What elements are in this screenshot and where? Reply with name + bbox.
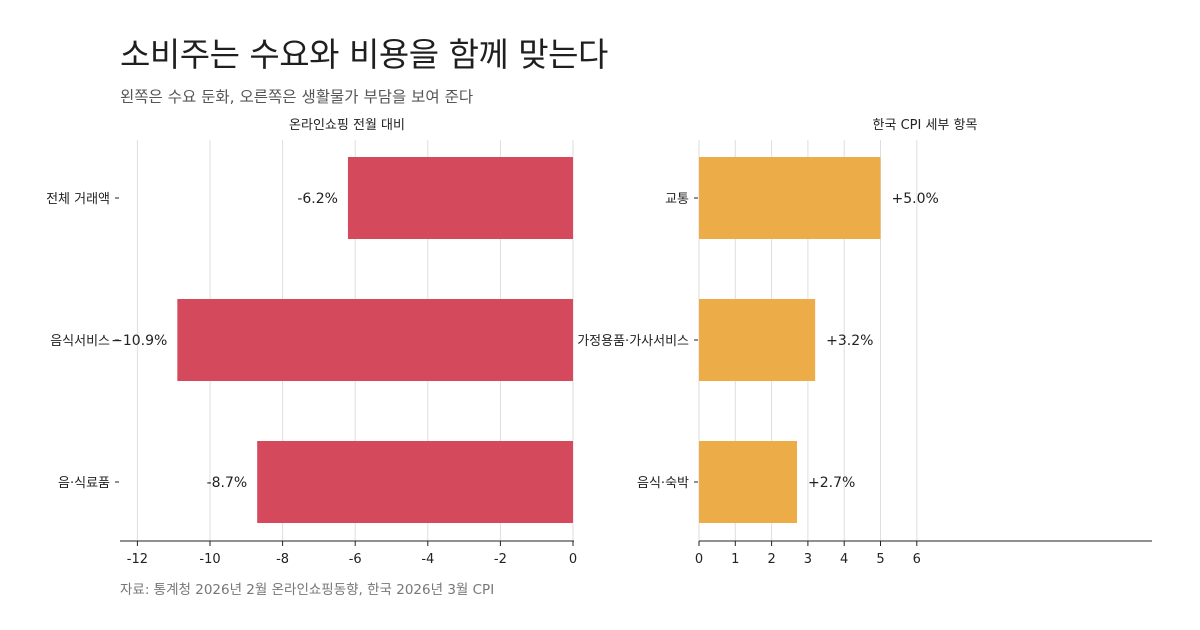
right-panel-data-label: +2.7% <box>808 475 855 491</box>
left-panel-xtick-label: -10 <box>199 552 220 567</box>
left-panel-category-label: 전체 거래액 <box>46 192 110 207</box>
chart-title: 소비주는 수요와 비용을 함께 맞는다 <box>120 35 608 74</box>
left-panel-xtick-label: -8 <box>276 552 289 567</box>
left-panel-data-label: −10.9% <box>111 333 167 349</box>
left-panel-xtick-label: -2 <box>494 552 507 567</box>
right-panel-xtick-label: 6 <box>913 552 921 567</box>
left-panel-category-label: 음·식료품 <box>58 476 110 491</box>
right-panel-data-label: +3.2% <box>826 333 873 349</box>
left-panel-bar <box>257 441 573 523</box>
left-panel-xtick-label: 0 <box>569 552 577 567</box>
source-note: 자료: 통계청 2026년 2월 온라인쇼핑동향, 한국 2026년 3월 CP… <box>120 582 495 598</box>
right-panel-xtick-label: 5 <box>876 552 884 567</box>
chart-subtitle: 왼쪽은 수요 둔화, 오른쪽은 생활물가 부담을 보여 준다 <box>120 88 474 106</box>
left-panel-xtick-label: -4 <box>421 552 434 567</box>
right-panel-bar <box>699 441 798 523</box>
right-panel-xtick-label: 2 <box>767 552 775 567</box>
right-panel-bar <box>699 157 881 239</box>
right-panel-bar <box>699 299 816 381</box>
left-panel-bar <box>177 299 573 381</box>
right-panel-title: 한국 CPI 세부 항목 <box>873 118 978 133</box>
left-panel-category-label: 음식서비스 <box>50 334 110 349</box>
left-panel-data-label: -8.7% <box>207 475 248 491</box>
right-panel-xtick-label: 1 <box>731 552 739 567</box>
right-panel-category-label: 가정용품·가사서비스 <box>577 334 689 349</box>
right-panel-xtick-label: 3 <box>804 552 812 567</box>
left-panel-xtick-label: -6 <box>349 552 362 567</box>
right-panel-xtick-label: 0 <box>695 552 703 567</box>
right-panel-category-label: 음식·숙박 <box>637 476 689 491</box>
left-panel-bar <box>347 157 573 239</box>
left-panel-xtick-label: -12 <box>127 552 148 567</box>
right-panel-xtick-label: 4 <box>840 552 848 567</box>
left-panel-data-label: -6.2% <box>297 191 338 207</box>
right-panel-category-label: 교통 <box>665 192 689 207</box>
left-panel-title: 온라인쇼핑 전월 대비 <box>289 118 405 133</box>
right-panel-data-label: +5.0% <box>892 191 939 207</box>
